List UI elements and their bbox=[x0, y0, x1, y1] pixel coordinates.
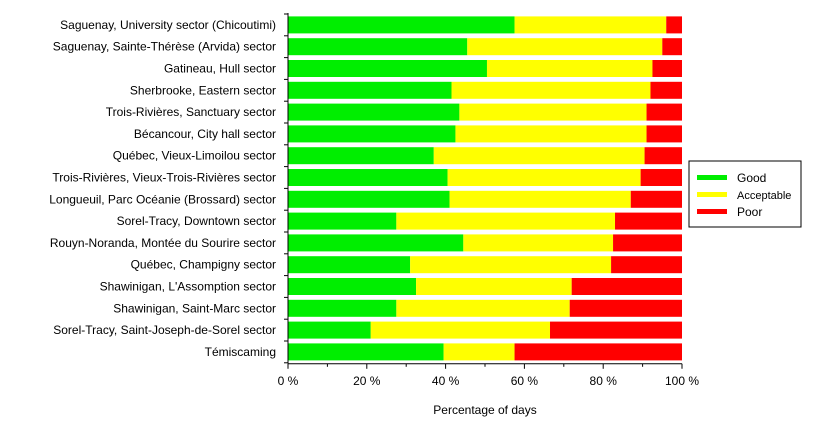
bar-segment-good bbox=[288, 103, 460, 121]
x-tick-label: 60 % bbox=[511, 374, 539, 388]
legend-label-acceptable: Acceptable bbox=[737, 190, 791, 202]
bar-segment-good bbox=[288, 81, 452, 99]
bar-segment-good bbox=[288, 125, 456, 143]
bar-segment-acceptable bbox=[449, 190, 631, 208]
bar-segment-poor bbox=[571, 278, 682, 295]
category-label: Longueuil, Parc Océanie (Brossard) secto… bbox=[49, 192, 276, 206]
bar-segment-acceptable bbox=[410, 256, 612, 274]
bar-segment-poor bbox=[646, 103, 682, 121]
bar-segment-acceptable bbox=[416, 278, 572, 295]
bar-segment-good bbox=[288, 60, 487, 77]
bar-segment-acceptable bbox=[455, 125, 647, 143]
bar-segment-poor bbox=[666, 16, 682, 34]
category-label: Québec, Champigny sector bbox=[131, 258, 276, 272]
bar-segment-poor bbox=[514, 343, 682, 361]
x-tick-label: 100 % bbox=[665, 374, 699, 388]
bar-segment-poor bbox=[662, 38, 682, 56]
bar-segment-poor bbox=[650, 81, 682, 99]
bar-segment-acceptable bbox=[433, 147, 645, 165]
category-label: Témiscaming bbox=[205, 345, 276, 359]
bar-segment-poor bbox=[646, 125, 682, 143]
category-label: Shawinigan, L'Assomption sector bbox=[100, 280, 276, 294]
bar-segment-good bbox=[288, 278, 417, 295]
bar-segment-good bbox=[288, 321, 371, 339]
bar-segment-poor bbox=[613, 234, 682, 252]
legend-swatch-acceptable bbox=[697, 192, 727, 197]
category-label: Shawinigan, Saint-Marc sector bbox=[113, 301, 276, 315]
bar-segment-acceptable bbox=[447, 169, 641, 186]
category-label: Trois-Rivières, Sanctuary sector bbox=[106, 105, 276, 119]
bar-segment-good bbox=[288, 38, 468, 56]
bar-segment-acceptable bbox=[396, 299, 570, 317]
category-label: Saguenay, Sainte-Thérèse (Arvida) sector bbox=[53, 40, 276, 54]
bar-segment-good bbox=[288, 16, 515, 34]
legend-swatch-poor bbox=[697, 209, 727, 214]
bar-segment-poor bbox=[615, 212, 682, 230]
legend-label-poor: Poor bbox=[737, 205, 762, 219]
bar-segment-acceptable bbox=[443, 343, 515, 361]
category-label: Sherbrooke, Eastern sector bbox=[130, 83, 276, 97]
bar-segment-good bbox=[288, 169, 448, 186]
x-tick-label: 40 % bbox=[432, 374, 460, 388]
bar-segment-good bbox=[288, 190, 450, 208]
bar-segment-poor bbox=[569, 299, 682, 317]
bar-segment-acceptable bbox=[451, 81, 651, 99]
bar-segment-acceptable bbox=[463, 234, 614, 252]
category-label: Gatineau, Hull sector bbox=[164, 62, 276, 76]
x-axis-title: Percentage of days bbox=[433, 403, 536, 417]
bar-area bbox=[288, 16, 682, 361]
bar-segment-poor bbox=[652, 60, 682, 77]
bar-segment-poor bbox=[630, 190, 682, 208]
bar-segment-poor bbox=[611, 256, 682, 274]
category-label: Québec, Vieux-Limoilou sector bbox=[113, 149, 276, 163]
bar-segment-acceptable bbox=[396, 212, 616, 230]
bar-segment-good bbox=[288, 212, 397, 230]
bar-segment-poor bbox=[644, 147, 682, 165]
x-axis: 0 % 20 % 40 % 60 % 80 % 100 % bbox=[278, 13, 699, 388]
legend: Good Acceptable Poor bbox=[688, 160, 802, 228]
legend-label-good: Good bbox=[737, 171, 766, 185]
bar-segment-acceptable bbox=[514, 16, 667, 34]
category-label: Sorel-Tracy, Downtown sector bbox=[117, 214, 276, 228]
bar-segment-acceptable bbox=[370, 321, 551, 339]
bar-segment-acceptable bbox=[467, 38, 663, 56]
bar-segment-good bbox=[288, 343, 444, 361]
category-label: Trois-Rivières, Vieux-Trois-Rivières sec… bbox=[52, 171, 276, 185]
bar-segment-acceptable bbox=[459, 103, 647, 121]
x-tick-label: 80 % bbox=[590, 374, 618, 388]
bar-segment-poor bbox=[640, 169, 682, 186]
bar-segment-good bbox=[288, 256, 411, 274]
x-tick-label: 20 % bbox=[353, 374, 381, 388]
bar-segment-poor bbox=[550, 321, 682, 339]
category-label: Bécancour, City hall sector bbox=[134, 127, 276, 141]
category-label: Rouyn-Noranda, Montée du Sourire sector bbox=[50, 236, 276, 250]
bar-segment-good bbox=[288, 234, 464, 252]
bar-segment-good bbox=[288, 299, 397, 317]
x-tick-label: 0 % bbox=[278, 374, 299, 388]
bar-segment-good bbox=[288, 147, 434, 165]
legend-swatch-good bbox=[697, 175, 727, 180]
category-label: Saguenay, University sector (Chicoutimi) bbox=[60, 18, 276, 32]
category-labels: Saguenay, University sector (Chicoutimi)… bbox=[49, 18, 276, 359]
bar-segment-acceptable bbox=[486, 60, 653, 77]
category-label: Sorel-Tracy, Saint-Joseph-de-Sorel secto… bbox=[53, 323, 276, 337]
